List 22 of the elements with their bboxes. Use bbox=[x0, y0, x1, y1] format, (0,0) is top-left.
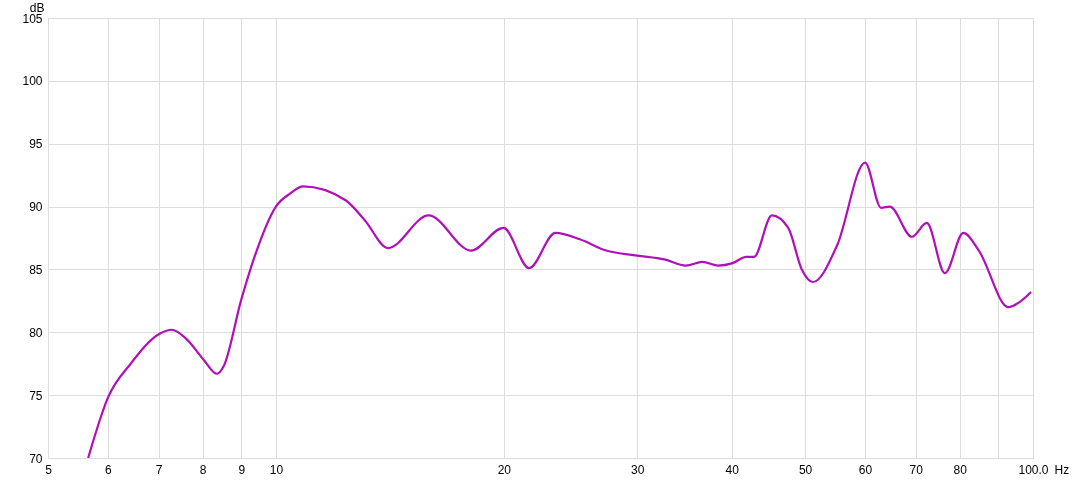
y-tick-label: 90 bbox=[29, 200, 43, 215]
y-tick-label: 75 bbox=[29, 388, 43, 403]
x-tick-label: 20 bbox=[497, 462, 512, 477]
x-tick-label: 6 bbox=[105, 462, 113, 477]
x-tick-label: 5 bbox=[45, 462, 53, 477]
x-tick-label: 70 bbox=[909, 462, 924, 477]
x-tick-label: 60 bbox=[858, 462, 873, 477]
x-tick-label: 50 bbox=[798, 462, 813, 477]
y-tick-label: 95 bbox=[29, 137, 43, 152]
x-tick-label: 9 bbox=[238, 462, 246, 477]
x-axis-title: Hz bbox=[1054, 462, 1070, 477]
x-tick-label: 80 bbox=[953, 462, 968, 477]
x-tick-label: 30 bbox=[630, 462, 645, 477]
y-tick-label: 85 bbox=[29, 262, 43, 277]
x-tick-label: 8 bbox=[199, 462, 207, 477]
x-tick-label: 7 bbox=[155, 462, 163, 477]
y-tick-label: 80 bbox=[29, 325, 43, 340]
x-tick-label: 40 bbox=[725, 462, 740, 477]
y-tick-label: 70 bbox=[29, 451, 43, 466]
y-tick-label: 100 bbox=[22, 74, 43, 89]
x-tick-label: 10 bbox=[269, 462, 284, 477]
x-tick-label: 100.0 bbox=[1018, 462, 1049, 477]
